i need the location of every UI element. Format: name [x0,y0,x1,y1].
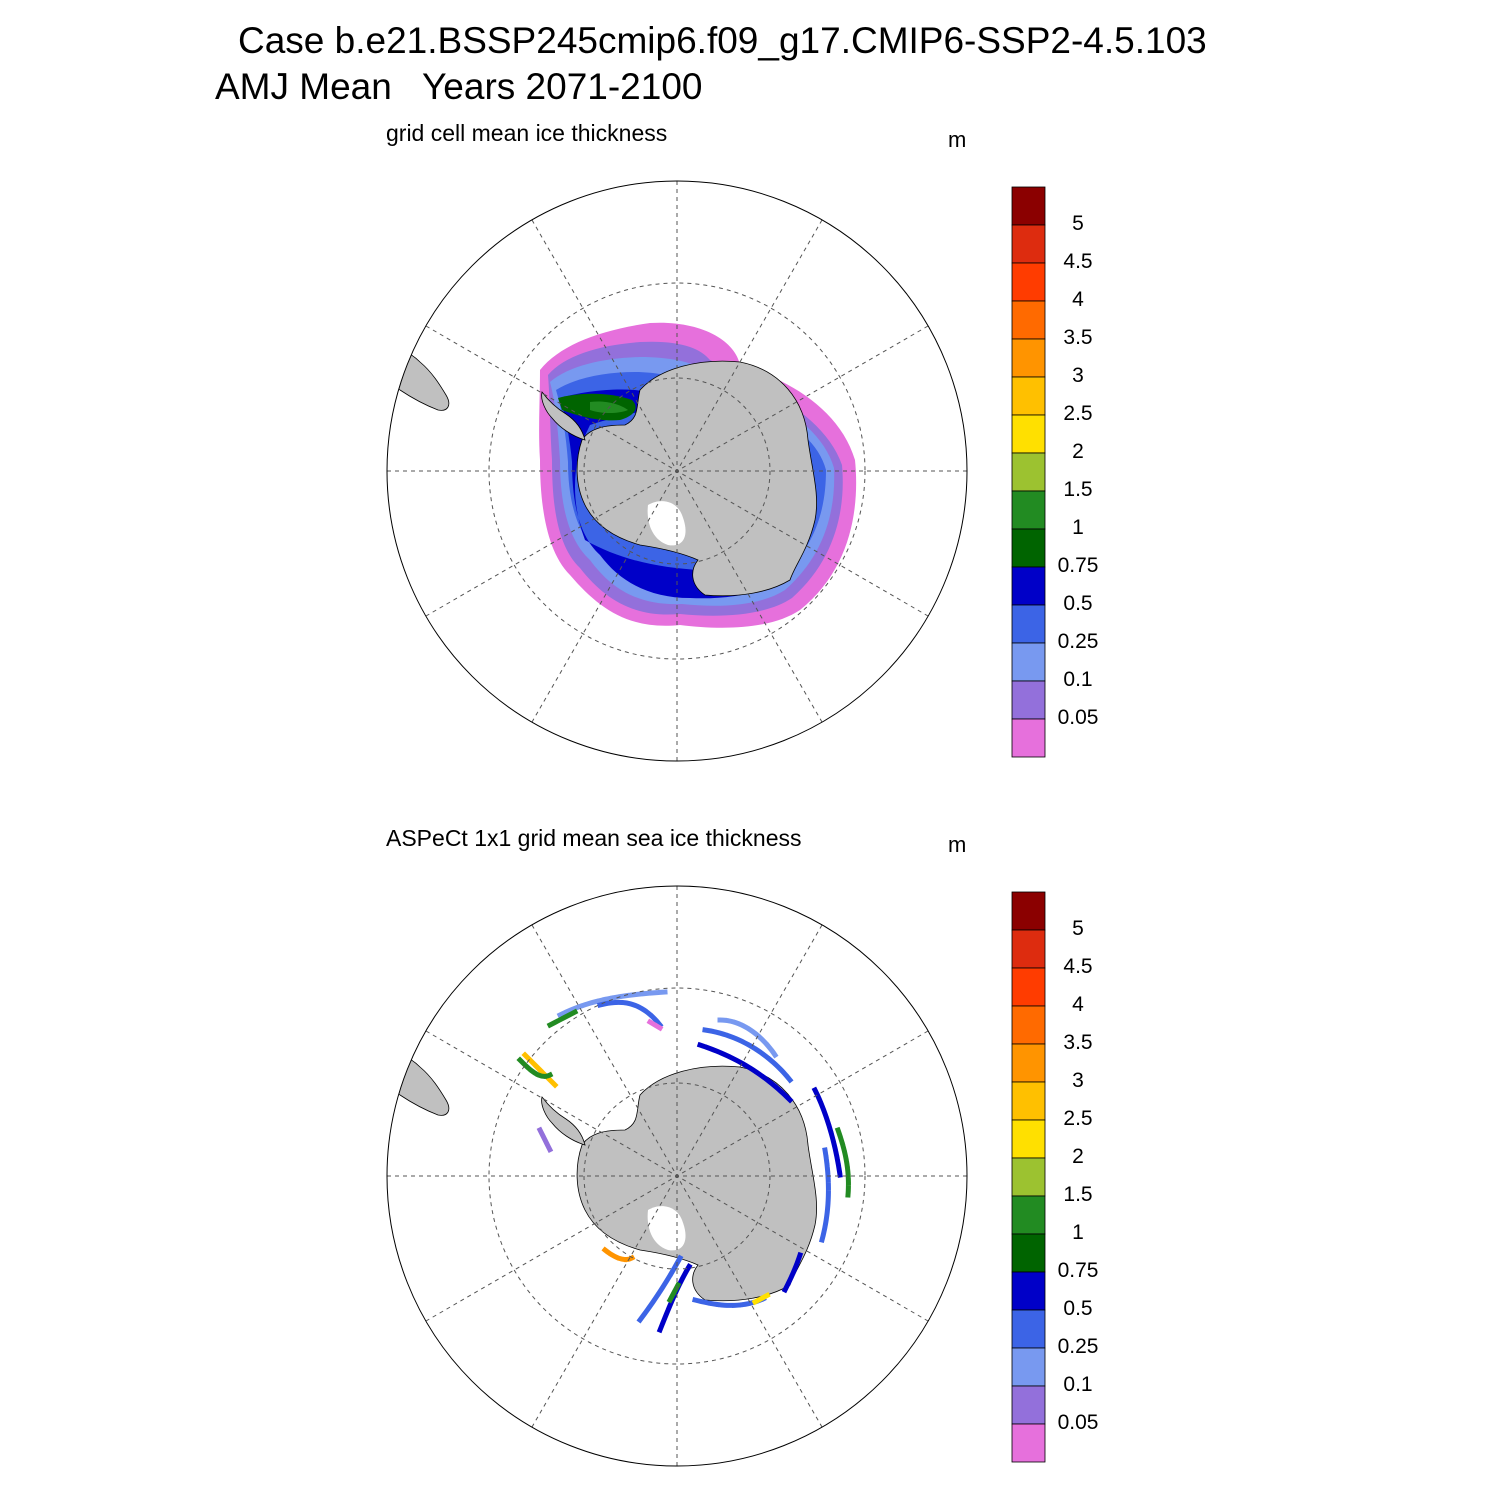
south-america-2 [387,1052,450,1116]
colorbar-2-label: 0.1 [1063,1373,1093,1396]
colorbar-1-label: 0.25 [1057,630,1099,653]
graticule-2 [387,886,967,1466]
panel1-frame [386,180,968,762]
colorbar-2-label: 4 [1072,993,1084,1016]
colorbar-2-box [1011,1005,1046,1045]
colorbar-2-label: 4.5 [1063,955,1093,978]
colorbar-2-box [1011,1043,1046,1083]
colorbar-2-label: 2.5 [1063,1107,1093,1130]
colorbar-2-label: 0.5 [1063,1297,1093,1320]
colorbar-2-label: 3.5 [1063,1031,1093,1054]
colorbar-1-box [1011,566,1046,606]
colorbar-1-label: 4 [1072,288,1084,311]
colorbar-1-box [1011,262,1046,302]
colorbar-2-box [1011,967,1046,1007]
colorbar-1-label: 2.5 [1063,402,1093,425]
ross-ice-shelf [647,501,686,546]
colorbar-1-label: 3 [1072,364,1084,387]
colorbar-2-box [1011,1347,1046,1387]
colorbar-2-label: 5 [1072,917,1084,940]
colorbar-2-label: 0.05 [1057,1411,1099,1434]
panel2-frame [386,885,968,1467]
colorbar-1-label: 1 [1072,516,1084,539]
colorbar-1-label: 5 [1072,212,1084,235]
colorbar-2-box [1011,891,1046,931]
colorbar-1-box [1011,452,1046,492]
colorbar-1-box [1011,300,1046,340]
colorbar-1-label: 2 [1072,440,1084,463]
colorbar-1-box [1011,414,1046,454]
panel2-title: ASPeCt 1x1 grid mean sea ice thickness [386,825,802,851]
colorbar-1-box [1011,186,1046,226]
graticule [387,181,967,761]
colorbar-2-box [1011,1423,1046,1463]
colorbar-1-box [1011,528,1046,568]
colorbar-1-box [1011,680,1046,720]
colorbar-2-label: 0.75 [1057,1259,1099,1282]
colorbar-1-label: 1.5 [1063,478,1093,501]
colorbar-2-label: 0.25 [1057,1335,1099,1358]
colorbar-1-box [1011,376,1046,416]
colorbar-2-label: 3 [1072,1069,1084,1092]
panel2-units: m [948,832,967,857]
south-america [387,347,450,411]
peninsula [541,391,586,441]
colorbar-1-label: 0.5 [1063,592,1093,615]
panel1-units: m [948,127,967,152]
case-title: Case b.e21.BSSP245cmip6.f09_g17.CMIP6-SS… [238,20,1207,61]
antarctica-2 [576,1065,817,1302]
colorbar-2-box [1011,1157,1046,1197]
panel1-map [387,181,967,761]
observation-tracks [516,989,851,1334]
colorbar-2-label: 1 [1072,1221,1084,1244]
colorbar-2-box [1011,1195,1046,1235]
colorbar-2-label: 1.5 [1063,1183,1093,1206]
colorbar-2-box [1011,1233,1046,1273]
panel2-map [387,886,967,1466]
colorbar-1-label: 3.5 [1063,326,1093,349]
antarctica [576,360,817,597]
colorbar-2-box [1011,1119,1046,1159]
peninsula-2 [541,1096,586,1146]
colorbar-1-label: 0.1 [1063,668,1093,691]
ross-ice-shelf-2 [647,1206,686,1251]
colorbar-1-box [1011,642,1046,682]
colorbar-1-label: 4.5 [1063,250,1093,273]
colorbar-1-box [1011,490,1046,530]
colorbar-2-box [1011,929,1046,969]
colorbar-1-box [1011,224,1046,264]
colorbar-2-box [1011,1271,1046,1311]
panel1-title: grid cell mean ice thickness [386,120,668,146]
colorbar-2-label: 2 [1072,1145,1084,1168]
colorbar-1-label: 0.05 [1057,706,1099,729]
colorbar-1 [1011,186,1046,758]
colorbar-2 [1011,891,1046,1463]
colorbar-1-box [1011,718,1046,758]
period-title: AMJ Mean Years 2071-2100 [215,66,703,107]
colorbar-1-box [1011,338,1046,378]
colorbar-1-label: 0.75 [1057,554,1099,577]
colorbar-2-box [1011,1309,1046,1349]
colorbar-2-box [1011,1081,1046,1121]
